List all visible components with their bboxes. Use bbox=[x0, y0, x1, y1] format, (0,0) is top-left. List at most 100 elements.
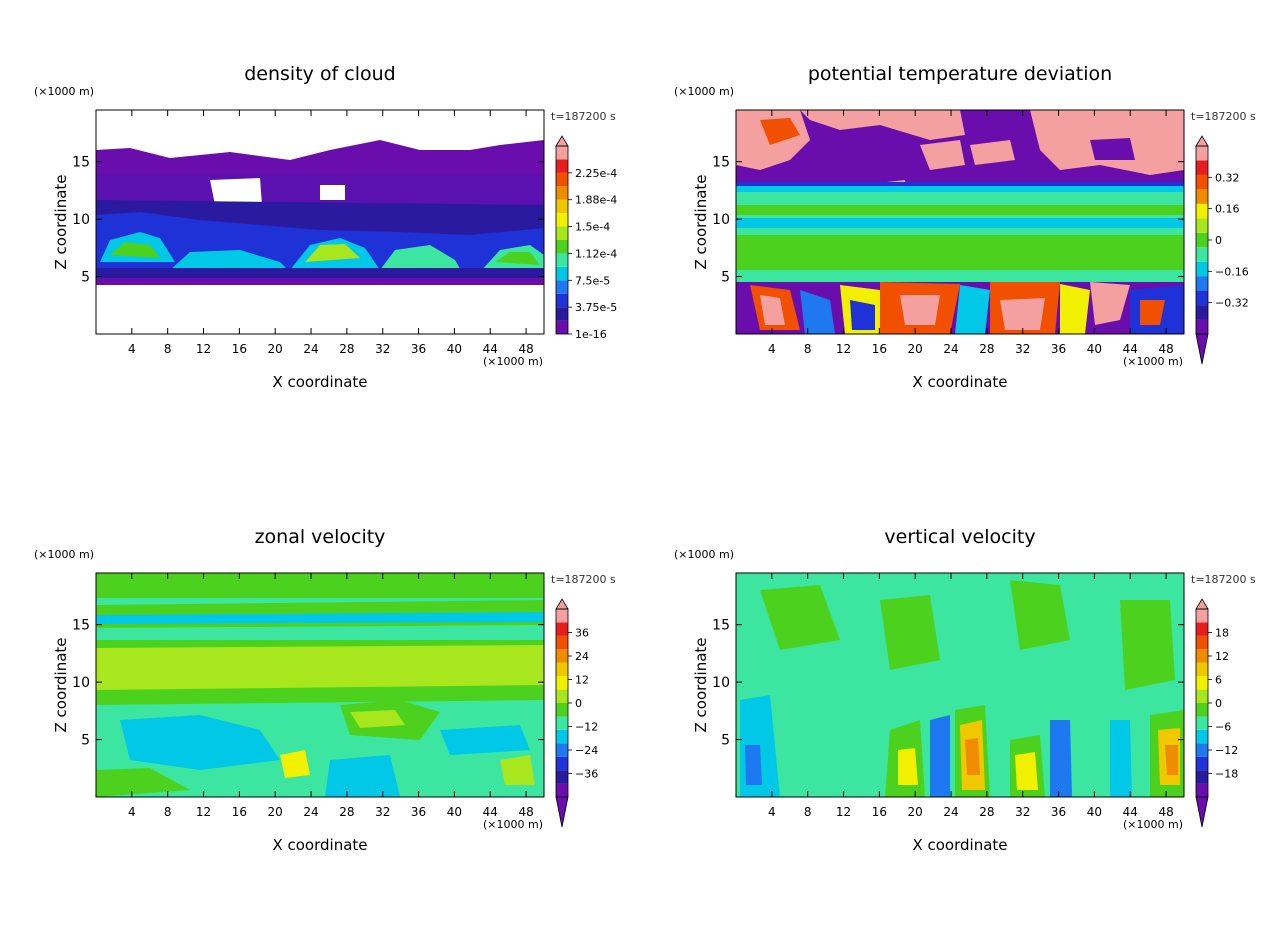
colorbar-segment bbox=[1196, 146, 1208, 161]
x-tick-label: 8 bbox=[804, 805, 812, 819]
x-unit-label: (×1000 m) bbox=[483, 355, 543, 368]
panel-title: zonal velocity bbox=[255, 526, 386, 548]
colorbar-segment bbox=[1196, 783, 1208, 797]
plot-frame bbox=[735, 109, 1185, 335]
colorbar-segment bbox=[556, 307, 568, 321]
x-tick-label: 12 bbox=[836, 342, 851, 356]
x-tick-label: 28 bbox=[339, 342, 354, 356]
colorbar-segment bbox=[556, 199, 568, 214]
x-tick-label: 44 bbox=[483, 805, 498, 819]
colorbar-extend-high bbox=[555, 135, 569, 147]
x-tick-label: 4 bbox=[768, 805, 776, 819]
colorbar-label: 0 bbox=[575, 697, 582, 710]
time-label: t=187200 s bbox=[551, 573, 616, 586]
colorbar-segment bbox=[1196, 689, 1208, 703]
x-tick-label: 40 bbox=[1087, 805, 1102, 819]
colorbar-segment bbox=[556, 622, 568, 636]
colorbar-label: −6 bbox=[1215, 721, 1231, 734]
y-tick-label: 5 bbox=[721, 270, 730, 286]
colorbar-label: 12 bbox=[1215, 650, 1229, 663]
x-tick-label: 16 bbox=[232, 805, 247, 819]
x-tick-label: 24 bbox=[943, 805, 958, 819]
x-tick-label: 32 bbox=[1015, 342, 1030, 356]
colorbar-segment bbox=[1196, 305, 1208, 320]
colorbar-label: −0.16 bbox=[1215, 265, 1249, 278]
colorbar-label: 1.88e-4 bbox=[575, 194, 617, 207]
y-tick-label: 5 bbox=[81, 733, 90, 749]
y-tick-label: 15 bbox=[712, 618, 730, 634]
x-tick-label: 20 bbox=[908, 342, 923, 356]
panel-title: density of cloud bbox=[244, 63, 396, 85]
colorbar-extend-high bbox=[1195, 598, 1209, 610]
x-tick-label: 4 bbox=[128, 342, 136, 356]
panel-title: potential temperature deviation bbox=[808, 63, 1112, 85]
x-axis-label: X coordinate bbox=[272, 836, 367, 854]
colorbar-label: 1e-16 bbox=[575, 328, 607, 341]
x-tick-label: 44 bbox=[1123, 805, 1138, 819]
x-tick-label: 20 bbox=[908, 805, 923, 819]
y-axis-label: Z coordinate bbox=[52, 174, 70, 269]
x-tick-label: 12 bbox=[196, 805, 211, 819]
x-tick-label: 4 bbox=[128, 805, 136, 819]
plot-frame bbox=[95, 109, 545, 335]
x-tick-label: 36 bbox=[411, 342, 426, 356]
colorbar-segment bbox=[556, 729, 568, 744]
y-axis-label: Z coordinate bbox=[692, 637, 710, 732]
colorbar-segment bbox=[556, 743, 568, 757]
colorbar-segment bbox=[1196, 203, 1208, 219]
panel-zonal-velocity: zonal velocity (×1000 m) t=187200 s 4 8 12… bbox=[34, 526, 616, 854]
y-axis-label: Z coordinate bbox=[692, 174, 710, 269]
colorbar-segment bbox=[556, 609, 568, 623]
colorbar-segment bbox=[556, 703, 568, 717]
x-tick-label: 44 bbox=[1123, 342, 1138, 356]
colorbar-segment bbox=[1196, 635, 1208, 650]
colorbar-extend-low bbox=[1195, 333, 1209, 365]
colorbar-label: −0.32 bbox=[1215, 297, 1249, 310]
colorbar-label: 0.32 bbox=[1215, 171, 1240, 184]
colorbar-label: 18 bbox=[1215, 627, 1229, 640]
colorbar-segment bbox=[1196, 232, 1208, 248]
colorbar-segment bbox=[1196, 261, 1208, 277]
x-axis-label: X coordinate bbox=[272, 373, 367, 391]
colorbar-segment bbox=[1196, 676, 1208, 690]
colorbar-label: −24 bbox=[575, 744, 598, 757]
colorbar-segment bbox=[1196, 160, 1208, 175]
x-tick-label: 20 bbox=[268, 805, 283, 819]
x-tick-label: 40 bbox=[1087, 342, 1102, 356]
colorbar-label: 3.75e-5 bbox=[575, 301, 617, 314]
colorbar-segment bbox=[1196, 756, 1208, 771]
colorbar-segment bbox=[556, 253, 568, 267]
heatmap-field bbox=[736, 110, 1184, 334]
colorbar-segment bbox=[556, 266, 568, 281]
colorbar-segment bbox=[556, 676, 568, 690]
colorbar-segment bbox=[556, 146, 568, 160]
panel-density-of-cloud: density of cloud (×1000 m) t=187200 s bbox=[34, 63, 617, 391]
colorbar-segment bbox=[556, 689, 568, 703]
y-tick-label: 15 bbox=[72, 618, 90, 634]
x-tick-label: 36 bbox=[411, 805, 426, 819]
colorbar-segment bbox=[1196, 649, 1208, 663]
colorbar-segment bbox=[556, 783, 568, 797]
y-ticks: 5 10 15 bbox=[712, 155, 1184, 286]
colorbar-label: 1.12e-4 bbox=[575, 247, 617, 260]
colorbar-label: 36 bbox=[575, 627, 589, 640]
panel-potential-temperature-deviation: potential temperature deviation (×1000 m… bbox=[674, 63, 1256, 391]
x-ticks: 4 8 12 16 20 24 28 32 36 40 44 48 bbox=[768, 573, 1174, 819]
y-tick-label: 10 bbox=[72, 675, 90, 691]
colorbar-segment bbox=[556, 293, 568, 308]
colorbar-segment bbox=[1196, 189, 1208, 204]
y-ticks: 5 10 15 bbox=[72, 155, 544, 286]
x-tick-label: 16 bbox=[872, 805, 887, 819]
x-tick-label: 24 bbox=[943, 342, 958, 356]
colorbar-segment bbox=[556, 716, 568, 730]
x-tick-label: 28 bbox=[979, 342, 994, 356]
colorbar-label: 1.5e-4 bbox=[575, 221, 610, 234]
x-tick-label: 16 bbox=[232, 342, 247, 356]
x-tick-label: 36 bbox=[1051, 342, 1066, 356]
colorbar-segment bbox=[1196, 290, 1208, 306]
heatmap-field bbox=[96, 110, 544, 334]
x-axis-label: X coordinate bbox=[912, 836, 1007, 854]
x-tick-label: 28 bbox=[339, 805, 354, 819]
time-label: t=187200 s bbox=[1191, 110, 1256, 123]
